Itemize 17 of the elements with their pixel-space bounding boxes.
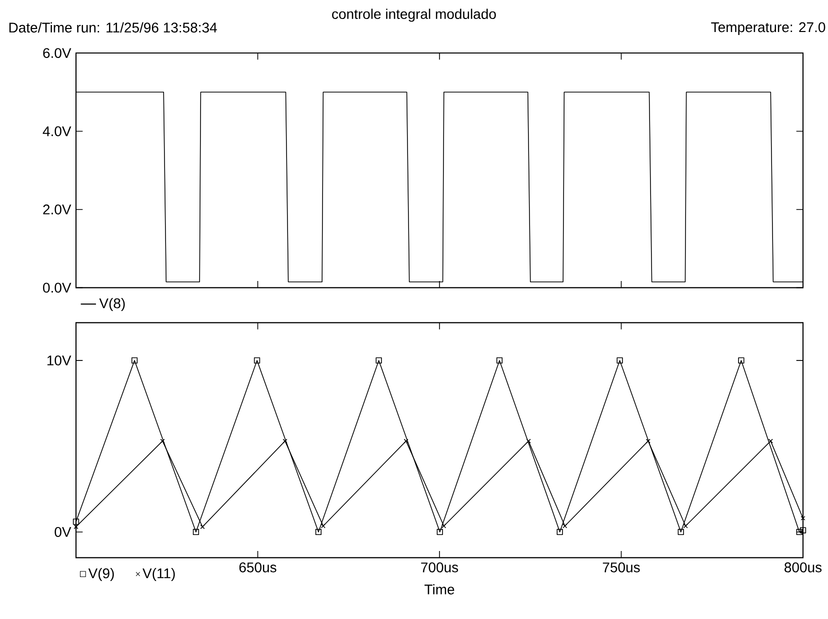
- y-tick-label: 4.0V: [42, 126, 72, 136]
- chart-title: controle integral modulado: [332, 8, 496, 22]
- y-tick-label: 2.0V: [43, 204, 72, 214]
- legend-label: V(11): [142, 568, 175, 582]
- x-tick-label: 700us: [421, 562, 458, 572]
- legend-label: V(8): [99, 298, 125, 312]
- legend-label: V(9): [88, 568, 114, 582]
- y-tick-label: 10V: [47, 356, 72, 366]
- y-tick-label: 6.0V: [43, 48, 72, 58]
- y-tick-label: 0V: [54, 527, 72, 537]
- text: Date/Time run: 11/25/96 13:58:34: [9, 22, 217, 33]
- x-tick-label: 800us: [784, 562, 822, 572]
- text: Temperature: 27.0: [711, 22, 826, 35]
- y-tick-label: 0.0V: [43, 282, 72, 293]
- x-axis-title: Time: [424, 584, 454, 594]
- x-tick-label: 650us: [239, 562, 276, 572]
- x-tick-label: 750us: [602, 562, 640, 572]
